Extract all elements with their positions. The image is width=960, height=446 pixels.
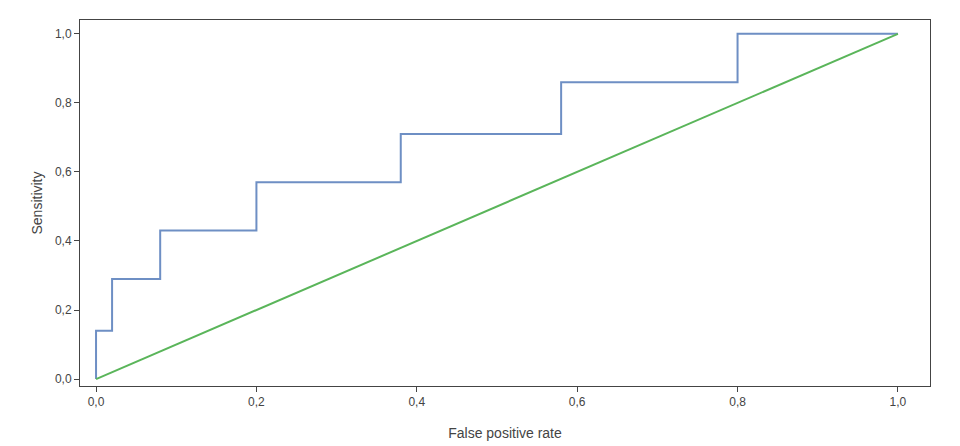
svg-text:0,0: 0,0 [55, 372, 72, 386]
svg-text:0,6: 0,6 [55, 165, 72, 179]
svg-text:0,8: 0,8 [729, 395, 746, 409]
svg-text:0,6: 0,6 [569, 395, 586, 409]
svg-text:0,2: 0,2 [248, 395, 265, 409]
svg-text:0,4: 0,4 [408, 395, 425, 409]
svg-text:0,8: 0,8 [55, 96, 72, 110]
svg-text:0,4: 0,4 [55, 234, 72, 248]
svg-text:1,0: 1,0 [890, 395, 907, 409]
svg-text:Sensitivity: Sensitivity [29, 171, 45, 234]
svg-text:0,0: 0,0 [88, 395, 105, 409]
svg-text:0,2: 0,2 [55, 303, 72, 317]
svg-text:1,0: 1,0 [55, 27, 72, 41]
svg-text:False positive rate: False positive rate [448, 425, 562, 441]
